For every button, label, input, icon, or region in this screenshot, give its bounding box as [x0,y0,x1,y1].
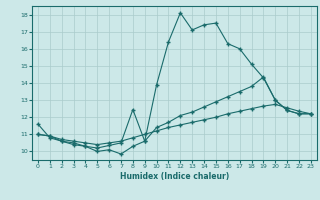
X-axis label: Humidex (Indice chaleur): Humidex (Indice chaleur) [120,172,229,181]
